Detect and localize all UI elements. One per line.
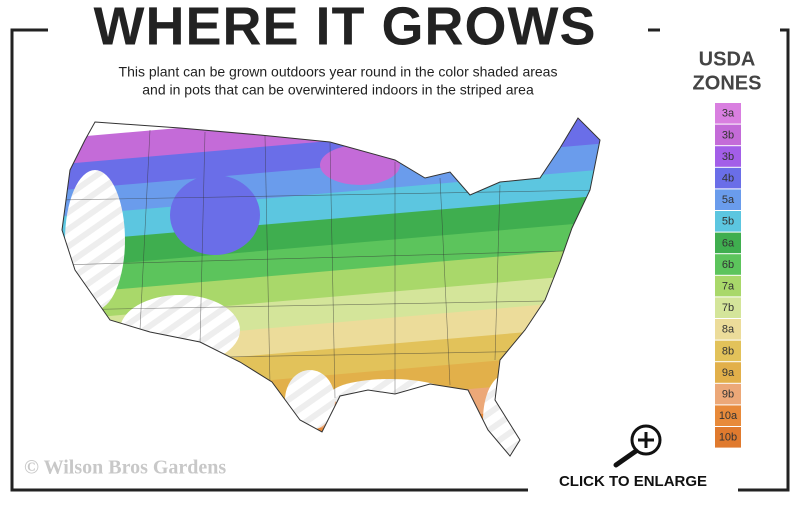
legend-label: 6b: [722, 259, 734, 271]
legend-swatch: [715, 189, 741, 210]
zone-patch: [285, 370, 335, 430]
zone-map: [62, 118, 600, 456]
subtitle: This plant can be grown outdoors year ro…: [119, 64, 558, 80]
subtitle: and in pots that can be overwintered ind…: [142, 82, 534, 98]
zone-patch: [170, 175, 260, 255]
legend-swatch: [715, 103, 741, 124]
legend-label: 7b: [722, 302, 734, 314]
legend-backdrop: [660, 20, 780, 40]
legend-swatch: [715, 232, 741, 254]
title-backdrop: [48, 0, 648, 58]
state-border: [329, 142, 336, 399]
legend-label: 3b: [722, 129, 734, 141]
legend: 3a 3b 3b 4b 5a 5b 6a 6b 7a 7b 8a 8b 9a 9b 10a 10b: [715, 103, 741, 448]
zone-patch: [483, 375, 527, 456]
legend-label: 9a: [722, 367, 735, 379]
legend-swatch: [715, 319, 741, 340]
magnifier-icon[interactable]: [613, 424, 662, 468]
state-border: [62, 189, 600, 201]
legend-label: 6a: [722, 237, 735, 249]
legend-swatch: [715, 427, 741, 448]
zone-patch: [65, 170, 125, 310]
legend-label: 5b: [722, 216, 734, 228]
state-border: [62, 299, 600, 311]
state-border: [199, 131, 206, 346]
click-to-enlarge[interactable]: CLICK TO ENLARGE: [559, 473, 707, 490]
zone-patch: [120, 295, 240, 365]
copyright: © Wilson Bros Gardens: [24, 457, 226, 479]
legend-label: 9b: [722, 389, 734, 401]
zone-band: [62, 194, 600, 271]
legend-swatch: [715, 254, 741, 275]
legend-label: 3b: [722, 151, 734, 163]
legend-swatch: [715, 362, 741, 383]
zone-patch: [320, 145, 400, 185]
legend-swatch: [715, 146, 741, 167]
legend-label: 5a: [722, 194, 735, 206]
map-outline: [61, 117, 601, 457]
state-border: [139, 129, 151, 331]
legend-label: 8b: [722, 345, 734, 357]
legend-label: 8a: [722, 324, 735, 336]
legend-swatch: [715, 340, 741, 362]
legend-label: 7a: [722, 281, 735, 293]
state-border: [62, 249, 600, 266]
legend-title: USDA: [699, 48, 756, 70]
zone-band: [62, 220, 600, 297]
legend-label: 10b: [719, 432, 737, 444]
action-backdrop: [528, 470, 738, 500]
zone-patch: [330, 379, 450, 411]
legend-title: ZONES: [693, 72, 762, 94]
legend-label: 3a: [722, 108, 735, 120]
legend-label: 10a: [719, 410, 738, 422]
legend-swatch: [715, 405, 741, 426]
state-border: [439, 177, 451, 386]
legend-swatch: [715, 275, 741, 297]
legend-swatch: [715, 167, 741, 189]
legend-swatch: [715, 124, 741, 146]
state-border: [494, 184, 501, 361]
legend-swatch: [715, 211, 741, 232]
title: WHERE IT GROWS: [94, 0, 597, 56]
legend-swatch: [715, 383, 741, 405]
state-border: [264, 135, 271, 386]
legend-swatch: [715, 297, 741, 318]
legend-label: 4b: [722, 173, 734, 185]
